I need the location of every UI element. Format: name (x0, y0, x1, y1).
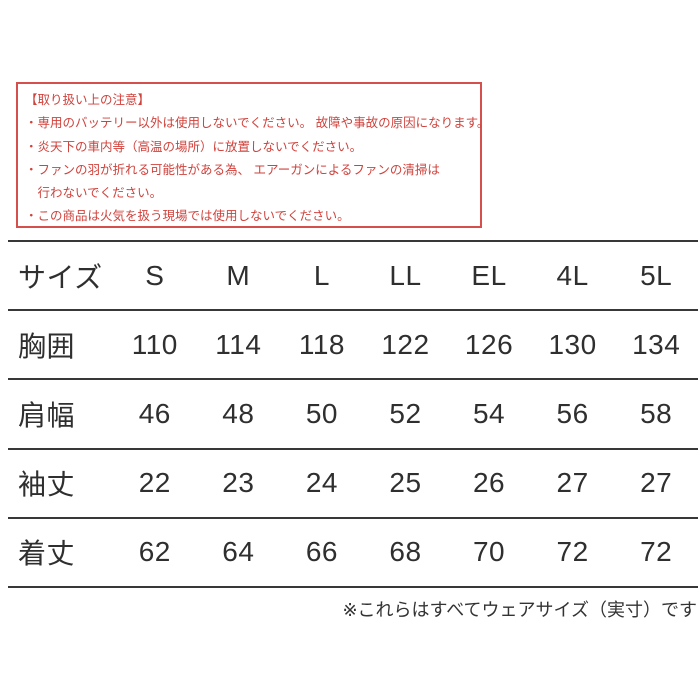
size-value: 130 (530, 309, 615, 380)
row-label-sleeve: 袖丈 (8, 447, 113, 518)
footnote-wear-size-note: ※これらはすべてウェアサイズ（実寸）です (342, 600, 697, 620)
size-value: 56 (530, 378, 615, 449)
handling-precautions-box: 【取り扱い上の注意】 ・専用のバッテリー以外は使用しないでください。 故障や事故… (16, 82, 490, 228)
size-value: 122 (363, 309, 448, 380)
row-label-length: 着丈 (8, 516, 113, 587)
size-value: 25 (363, 447, 448, 518)
table-row-chest: 胸囲 110 114 118 122 126 130 134 (8, 309, 698, 380)
row-label-shoulder: 肩幅 (8, 378, 113, 449)
size-value: 70 (447, 516, 531, 587)
column-header-size: サイズ (8, 239, 113, 311)
size-value: 22 (113, 447, 197, 518)
warning-line: ・この商品は火気を扱う現場では使用しないでください。 (25, 209, 350, 224)
size-value: 48 (196, 378, 281, 449)
size-value: 118 (280, 309, 364, 380)
size-spec-table: サイズ S M L LL EL 4L 5L 胸囲 110 114 118 122… (8, 239, 698, 588)
size-value: 58 (614, 378, 698, 449)
size-value: 26 (447, 447, 531, 518)
size-value: 64 (196, 516, 281, 587)
warning-line: 行わないでください。 (25, 186, 163, 201)
column-header: LL (363, 239, 448, 311)
column-header: M (196, 239, 281, 311)
size-value: 72 (530, 516, 615, 587)
column-header: 5L (614, 239, 698, 311)
size-value: 72 (614, 516, 698, 587)
table-header-row: サイズ S M L LL EL 4L 5L (8, 239, 698, 311)
warning-line: ・炎天下の車内等（高温の場所）に放置しないでください。 (25, 139, 363, 154)
size-value: 24 (280, 447, 364, 518)
size-value: 50 (280, 378, 364, 449)
warning-line: ・ファンの羽が折れる可能性がある為、 エアーガンによるファンの清掃は (25, 162, 440, 177)
size-value: 23 (196, 447, 281, 518)
column-header: 4L (530, 239, 615, 311)
row-label-chest: 胸囲 (8, 309, 113, 380)
table-row-sleeve: 袖丈 22 23 24 25 26 27 27 (8, 447, 698, 518)
size-value: 110 (113, 309, 197, 380)
warning-title: 【取り扱い上の注意】 (25, 93, 151, 107)
size-value: 66 (280, 516, 364, 587)
size-value: 134 (614, 309, 698, 380)
size-value: 114 (196, 309, 281, 380)
size-value: 27 (530, 447, 615, 518)
table-row-length: 着丈 62 64 66 68 70 72 72 (8, 516, 698, 587)
size-value: 68 (363, 516, 448, 587)
size-value: 126 (447, 309, 531, 380)
size-value: 27 (614, 447, 698, 518)
column-header: EL (447, 239, 531, 311)
size-value: 54 (447, 378, 531, 449)
size-value: 46 (113, 378, 197, 449)
table-row-shoulder: 肩幅 46 48 50 52 54 56 58 (8, 378, 698, 449)
size-value: 52 (363, 378, 448, 449)
warning-line: ・専用のバッテリー以外は使用しないでください。 故障や事故の原因になります。 (25, 116, 490, 131)
column-header: S (113, 239, 197, 311)
size-value: 62 (113, 516, 197, 587)
column-header: L (280, 239, 364, 311)
